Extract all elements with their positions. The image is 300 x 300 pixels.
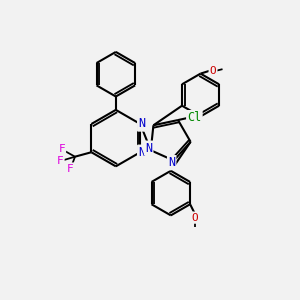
Text: F: F [67,164,74,174]
Text: N: N [168,156,175,169]
Text: N: N [138,118,145,130]
Text: F: F [58,144,65,154]
Text: O: O [210,66,216,76]
Text: F: F [57,156,64,166]
Text: N: N [145,142,152,155]
Text: Cl: Cl [187,111,202,124]
Text: N: N [138,146,145,159]
Text: O: O [191,213,198,223]
